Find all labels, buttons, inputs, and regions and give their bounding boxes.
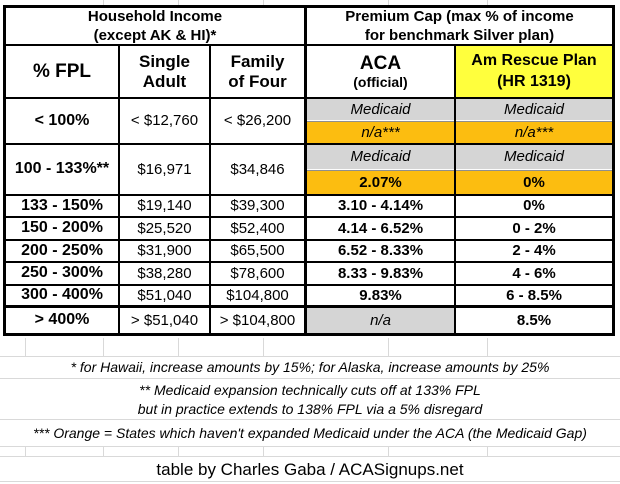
group-header-line2: (except AK & HI)* — [93, 27, 217, 44]
sheet-gridline — [0, 481, 620, 482]
sheet-gridline — [0, 456, 620, 457]
sheet-gridline — [178, 0, 179, 5]
footnote-medicaid-expansion: ** Medicaid expansion technically cuts o… — [0, 381, 620, 419]
cell-arp-cap: 4 - 6% — [456, 263, 612, 286]
sheet-gridline — [487, 0, 488, 5]
column-header-fpl: % FPL — [6, 46, 120, 99]
cell-aca-cap: Medicaid 2.07% — [307, 145, 456, 196]
column-header-label: % FPL — [32, 60, 92, 82]
cell-income-single: $31,900 — [120, 241, 211, 263]
cell-income-family: > $104,800 — [211, 308, 307, 333]
cell-fpl-range: 100 - 133%** — [6, 145, 120, 196]
subcell-cap: n/a*** — [307, 121, 454, 143]
sheet-gridline — [178, 338, 179, 356]
cell-income-family: $104,800 — [211, 286, 307, 308]
cell-aca-cap: 4.14 - 6.52% — [307, 218, 456, 241]
column-header-label: Adult — [142, 71, 187, 91]
column-header-label: Single — [138, 51, 190, 71]
sheet-gridline — [263, 338, 264, 356]
column-header-aca: ACA (official) — [307, 46, 456, 99]
group-header-household-income: Household Income (except AK & HI)* — [6, 8, 307, 46]
sheet-gridline — [487, 338, 488, 356]
income-premium-cap-table: Household Income (except AK & HI)* Premi… — [3, 5, 615, 336]
subcell-medicaid: Medicaid — [307, 145, 454, 170]
cell-income-single: $25,520 — [120, 218, 211, 241]
column-header-label: (official) — [353, 74, 408, 91]
cell-income-family: $39,300 — [211, 196, 307, 218]
cell-fpl-range: 150 - 200% — [6, 218, 120, 241]
cell-fpl-range: < 100% — [6, 99, 120, 145]
cell-income-single: > $51,040 — [120, 308, 211, 333]
cell-arp-cap: 0% — [456, 196, 612, 218]
subcell-medicaid: Medicaid — [456, 145, 612, 170]
sheet-gridline — [103, 447, 104, 456]
cell-income-single: $38,280 — [120, 263, 211, 286]
cell-fpl-range: 133 - 150% — [6, 196, 120, 218]
column-header-label: Family — [230, 51, 285, 71]
cell-aca-cap: 6.52 - 8.33% — [307, 241, 456, 263]
footnote-orange-legend: *** Orange = States which haven't expand… — [33, 425, 587, 441]
group-header-premium-cap: Premium Cap (max % of income for benchma… — [307, 8, 612, 46]
column-header-label: of Four — [228, 71, 287, 91]
subcell-cap: 2.07% — [307, 169, 454, 194]
group-header-line2: for benchmark Silver plan) — [364, 27, 555, 44]
sheet-gridline — [0, 378, 620, 379]
group-header-line1: Premium Cap (max % of income — [345, 8, 574, 25]
sheet-gridline — [0, 419, 620, 420]
subcell-cap: 0% — [456, 169, 612, 194]
cell-aca-cap: 8.33 - 9.83% — [307, 263, 456, 286]
sheet-gridline — [0, 446, 620, 447]
sheet-gridline — [388, 338, 389, 356]
sheet-gridline — [178, 447, 179, 456]
cell-income-single: < $12,760 — [120, 99, 211, 145]
subcell-medicaid: Medicaid — [307, 99, 454, 121]
cell-fpl-range: 250 - 300% — [6, 263, 120, 286]
group-header-line1: Household Income — [87, 8, 223, 25]
sheet-gridline — [263, 447, 264, 456]
subcell-medicaid: Medicaid — [456, 99, 612, 121]
cell-aca-cap: 3.10 - 4.14% — [307, 196, 456, 218]
cell-aca-cap: 9.83% — [307, 286, 456, 308]
credit-line: table by Charles Gaba / ACASignups.net — [156, 460, 464, 479]
cell-fpl-range: > 400% — [6, 308, 120, 333]
sheet-gridline — [103, 338, 104, 356]
cell-arp-cap: 6 - 8.5% — [456, 286, 612, 308]
cell-arp-cap: Medicaid 0% — [456, 145, 612, 196]
cell-income-family: $65,500 — [211, 241, 307, 263]
sheet-gridline — [388, 0, 389, 5]
cell-income-single: $51,040 — [120, 286, 211, 308]
cell-income-single: $16,971 — [120, 145, 211, 196]
footnote-line: but in practice extends to 138% FPL via … — [137, 401, 483, 417]
column-header-label: Am Rescue Plan — [471, 51, 597, 69]
cell-arp-cap: Medicaid n/a*** — [456, 99, 612, 145]
cell-fpl-range: 200 - 250% — [6, 241, 120, 263]
sheet-gridline — [25, 338, 26, 356]
column-header-label: ACA — [359, 52, 402, 74]
cell-income-family: $34,846 — [211, 145, 307, 196]
column-header-label: (HR 1319) — [497, 72, 571, 90]
column-header-family-of-four: Family of Four — [211, 46, 307, 99]
cell-aca-cap: Medicaid n/a*** — [307, 99, 456, 145]
column-header-single-adult: Single Adult — [120, 46, 211, 99]
column-header-am-rescue-plan: Am Rescue Plan (HR 1319) — [456, 46, 612, 99]
sheet-gridline — [0, 356, 620, 357]
cell-income-family: $78,600 — [211, 263, 307, 286]
sheet-gridline — [25, 447, 26, 456]
sheet-gridline — [103, 0, 104, 5]
sheet-gridline — [263, 0, 264, 5]
cell-arp-cap: 0 - 2% — [456, 218, 612, 241]
sheet-gridline — [388, 447, 389, 456]
cell-fpl-range: 300 - 400% — [6, 286, 120, 308]
subcell-cap: n/a*** — [456, 121, 612, 143]
cell-income-family: $52,400 — [211, 218, 307, 241]
footnote-hawaii-alaska: * for Hawaii, increase amounts by 15%; f… — [70, 359, 550, 375]
cell-aca-cap: n/a — [307, 308, 456, 333]
cell-income-family: < $26,200 — [211, 99, 307, 145]
footnote-line: ** Medicaid expansion technically cuts o… — [139, 382, 481, 398]
cell-arp-cap: 2 - 4% — [456, 241, 612, 263]
cell-income-single: $19,140 — [120, 196, 211, 218]
sheet-gridline — [487, 447, 488, 456]
cell-arp-cap: 8.5% — [456, 308, 612, 333]
